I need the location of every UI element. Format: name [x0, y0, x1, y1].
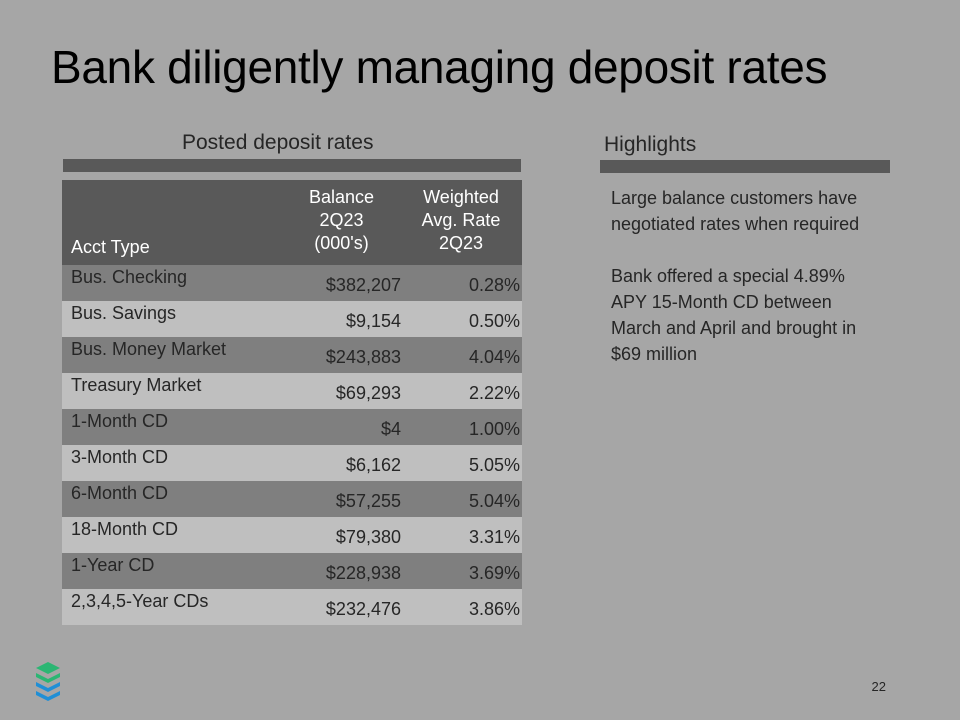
deposit-rates-table: Acct Type Balance 2Q23 (000's) Weighted …: [62, 180, 522, 625]
table-row: Bus. Checking $382,207 0.28%: [62, 265, 522, 301]
cell-balance: $57,255: [335, 491, 401, 511]
cell-acct-type: Bus. Money Market: [71, 339, 227, 359]
cell-rate: 4.04%: [468, 347, 520, 367]
cell-acct-type: Bus. Savings: [71, 303, 177, 323]
header-weighted-rate: Weighted Avg. Rate 2Q23: [408, 186, 514, 255]
cell-rate: 1.00%: [468, 419, 520, 439]
cell-balance: $69,293: [335, 383, 401, 403]
highlights-section-title: Highlights: [604, 133, 697, 156]
header-rate-line: Weighted: [423, 187, 499, 207]
cell-balance: $228,938: [325, 563, 401, 583]
header-balance-line: 2Q23: [319, 210, 364, 230]
cell-acct-type: 1-Year CD: [71, 555, 155, 575]
cell-balance: $6,162: [345, 455, 401, 475]
cell-rate: 5.05%: [468, 455, 520, 475]
layered-stack-logo-icon: [33, 660, 63, 702]
highlight-paragraph: Bank offered a special 4.89% APY 15-Mont…: [611, 266, 857, 364]
cell-acct-type: 3-Month CD: [71, 447, 169, 467]
cell-balance: $232,476: [325, 599, 401, 619]
deposit-rates-section-title: Posted deposit rates: [182, 131, 374, 154]
table-row: 3-Month CD $6,162 5.05%: [62, 445, 522, 481]
header-balance: Balance 2Q23 (000's): [304, 186, 379, 255]
header-balance-line: (000's): [314, 233, 369, 253]
highlights-text: Large balance customers have negotiated …: [611, 185, 871, 393]
header-rate-line: 2Q23: [438, 233, 484, 253]
deposit-rates-divider: [63, 159, 521, 172]
table-row: 2,3,4,5-Year CDs $232,476 3.86%: [62, 589, 522, 625]
highlight-paragraph: Large balance customers have negotiated …: [611, 188, 860, 234]
table-row: 1-Year CD $228,938 3.69%: [62, 553, 522, 589]
cell-acct-type: 18-Month CD: [71, 519, 179, 539]
table-row: Bus. Savings $9,154 0.50%: [62, 301, 522, 337]
cell-rate: 3.31%: [468, 527, 520, 547]
table-row: 6-Month CD $57,255 5.04%: [62, 481, 522, 517]
cell-rate: 0.50%: [468, 311, 520, 331]
table-row: 1-Month CD $4 1.00%: [62, 409, 522, 445]
table-header: Acct Type Balance 2Q23 (000's) Weighted …: [62, 180, 522, 265]
highlights-divider: [600, 160, 890, 173]
cell-rate: 3.69%: [468, 563, 520, 583]
cell-rate: 2.22%: [468, 383, 520, 403]
cell-balance: $79,380: [335, 527, 401, 547]
cell-balance: $243,883: [325, 347, 401, 367]
cell-rate: 3.86%: [468, 599, 520, 619]
table-row: 18-Month CD $79,380 3.31%: [62, 517, 522, 553]
table-row: Bus. Money Market $243,883 4.04%: [62, 337, 522, 373]
cell-balance: $4: [380, 419, 401, 439]
cell-rate: 5.04%: [468, 491, 520, 511]
header-acct-type: Acct Type: [71, 237, 150, 257]
header-balance-line: Balance: [308, 187, 375, 207]
cell-acct-type: Bus. Checking: [71, 267, 188, 287]
header-rate-line: Avg. Rate: [421, 210, 501, 230]
table-row: Treasury Market $69,293 2.22%: [62, 373, 522, 409]
slide-title: Bank diligently managing deposit rates: [51, 41, 828, 93]
cell-rate: 0.28%: [468, 275, 520, 295]
cell-acct-type: 6-Month CD: [71, 483, 169, 503]
page-number: 22: [871, 679, 886, 694]
cell-acct-type: 1-Month CD: [71, 411, 169, 431]
cell-balance: $9,154: [345, 311, 401, 331]
cell-acct-type: 2,3,4,5-Year CDs: [71, 591, 209, 611]
cell-acct-type: Treasury Market: [71, 375, 202, 395]
cell-balance: $382,207: [325, 275, 401, 295]
